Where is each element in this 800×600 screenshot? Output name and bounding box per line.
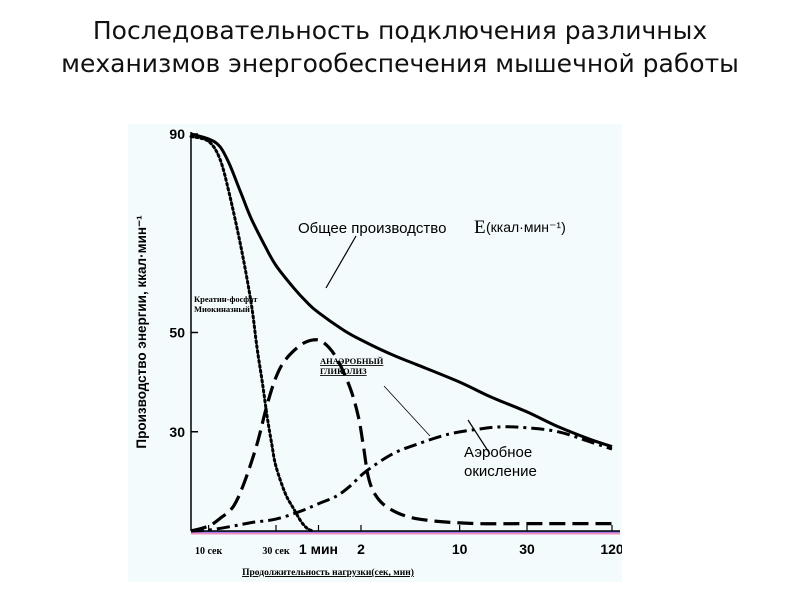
series-line-1 — [189, 135, 315, 533]
energy-chart: 90 50 30 10 сек 30 сек 1 мин 2 10 30 120 Общее пр… — [134, 126, 622, 578]
x-tick-label-3: 2 — [357, 541, 365, 557]
chart-panel: 90 50 30 10 сек 30 сек 1 мин 2 10 30 120 Общее пр… — [128, 124, 622, 582]
glycolysis-label-line-1: АНАЭРОБНЫЙ — [320, 356, 384, 366]
y-tick-label-2: 30 — [169, 424, 185, 440]
total-series-unit: (ккал·мин⁻¹) — [486, 219, 566, 235]
x-tick-label-4: 10 — [452, 541, 468, 557]
creatine-label-line-1: Креатин-фосфат — [194, 294, 258, 304]
x-tick-label-0: 10 сек — [195, 546, 222, 557]
creatine-label-line-2: Миокиназный — [194, 304, 250, 314]
series-line-3 — [190, 425, 613, 533]
y-axis-label: Производство энергии, ккал·мин⁻¹ — [134, 215, 149, 449]
total-series-symbol: E — [474, 217, 486, 238]
y-tick-label-0: 90 — [169, 126, 185, 142]
glycolysis-label-line-2: ГЛИКОЛИЗ — [320, 366, 367, 376]
x-tick-label-6: 120 — [600, 541, 622, 557]
slide-title-line-2: механизмов энергообеспечения мышечной ра… — [61, 49, 739, 78]
slide-title-line-1: Последовательность подключения различных — [92, 16, 708, 45]
series-line-2 — [190, 338, 612, 533]
series-line-0 — [190, 132, 613, 449]
total-series-name: Общее производство — [298, 220, 446, 237]
x-tick-label-1: 30 сек — [262, 546, 289, 557]
total-curve-leader — [325, 235, 357, 289]
glycolysis-leader — [383, 385, 431, 437]
aerobic-label-line-2: окисление — [464, 463, 537, 480]
x-tick-label-5: 30 — [519, 541, 535, 557]
y-tick-label-1: 50 — [169, 325, 185, 341]
x-tick-label-2: 1 мин — [299, 541, 338, 557]
aerobic-label-line-1: Аэробное — [464, 444, 532, 461]
aerobic-leader — [467, 419, 491, 455]
slide-title: Последовательность подключения различных… — [0, 14, 800, 80]
x-axis-label: Продолжительность нагрузки(сек, мин) — [242, 567, 414, 578]
